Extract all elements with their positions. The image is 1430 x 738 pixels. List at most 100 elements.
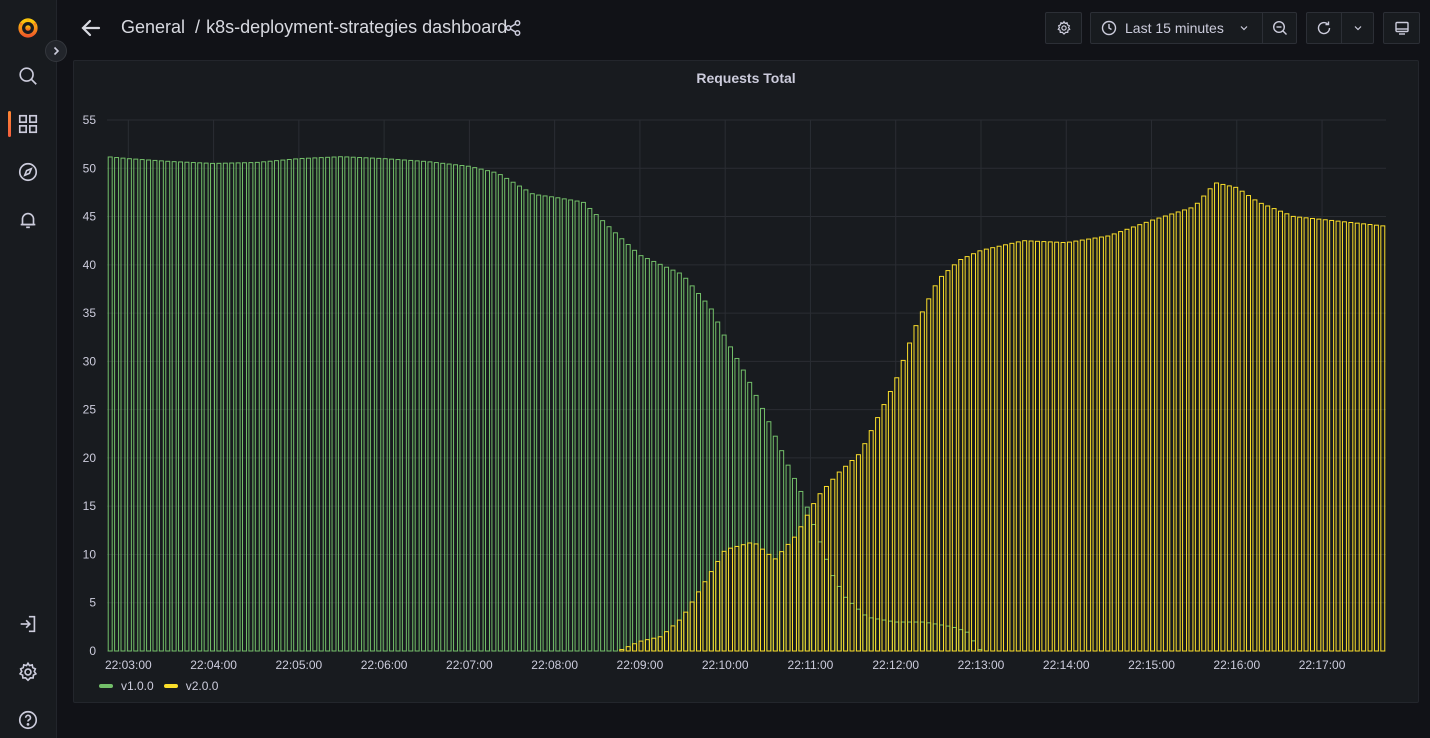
bar-v1.0.0 [612,232,618,652]
legend-item-v2[interactable]: v2.0.0 [163,679,218,693]
bar-v2.0.0 [625,646,631,652]
tv-mode-button[interactable] [1383,12,1420,44]
back-button[interactable] [79,16,103,40]
bar-v2.0.0 [1246,195,1251,652]
bar-v2.0.0 [894,377,900,652]
series-v2.0.0 [619,182,1386,652]
bar-v1.0.0 [331,156,337,652]
dashboard-title[interactable]: k8s-deployment-strategies dashboard [206,17,508,37]
y-tick-label: 30 [83,354,97,368]
legend-item-v1[interactable]: v1.0.0 [99,679,154,693]
bar-v1.0.0 [190,162,196,652]
bar-v2.0.0 [1162,215,1168,652]
requests-total-chart[interactable]: 0 5 10 15 20 25 30 35 40 45 50 55 22:03:00 22:04:00 22… [74,61,1420,704]
bar-v1.0.0 [523,189,529,652]
bar-v1.0.0 [830,575,836,652]
y-tick-label: 40 [83,258,97,272]
bar-v2.0.0 [868,430,874,652]
bar-v2.0.0 [1341,221,1347,652]
bar-v1.0.0 [593,214,599,652]
bar-v2.0.0 [1066,241,1072,652]
bar-v2.0.0 [1156,217,1162,652]
dashboards-grid-icon[interactable] [16,112,40,136]
bar-v1.0.0 [887,620,893,652]
bell-icon[interactable] [16,208,40,232]
bar-v1.0.0 [114,157,120,652]
x-tick-label: 22:07:00 [446,658,493,672]
bar-v1.0.0 [248,162,254,652]
monitor-icon [1394,21,1409,35]
bar-v1.0.0 [926,622,932,652]
bar-v1.0.0 [485,170,490,652]
breadcrumb-separator: / [195,17,201,37]
bar-v1.0.0 [510,181,516,652]
bar-v2.0.0 [1028,240,1034,652]
bar-v2.0.0 [1297,216,1303,652]
bar-v2.0.0 [983,248,989,652]
bar-v1.0.0 [791,477,797,652]
bar-v1.0.0 [203,162,209,652]
bar-v2.0.0 [753,543,759,652]
dashboard-settings-button[interactable] [1045,12,1082,44]
bar-v2.0.0 [651,637,657,652]
panel-title[interactable]: Requests Total [696,70,796,86]
bar-v1.0.0 [376,157,382,652]
arrow-left-icon [81,19,101,37]
search-icon[interactable] [16,64,40,88]
bar-v1.0.0 [907,621,913,652]
bar-v1.0.0 [676,272,682,652]
bar-v1.0.0 [178,161,184,652]
bar-v1.0.0 [632,249,638,652]
bar-v2.0.0 [830,478,836,652]
x-tick-label: 22:16:00 [1213,658,1260,672]
bar-v2.0.0 [1060,241,1066,652]
bar-v1.0.0 [958,629,964,652]
bar-v2.0.0 [919,311,925,652]
bar-v2.0.0 [1098,236,1104,652]
bar-v2.0.0 [1105,235,1111,652]
bar-v1.0.0 [587,207,593,652]
bar-v2.0.0 [1335,220,1341,652]
bar-v1.0.0 [171,161,177,652]
bar-v2.0.0 [900,359,906,652]
breadcrumb-folder[interactable]: General [121,17,186,37]
sign-in-icon[interactable] [16,612,40,636]
bar-v2.0.0 [836,471,842,652]
bar-v1.0.0 [222,162,228,652]
y-tick-label: 15 [83,499,97,513]
refresh-interval-dropdown[interactable] [1341,12,1374,44]
bar-v2.0.0 [977,250,983,652]
bar-v1.0.0 [401,159,407,652]
bar-v1.0.0 [919,621,925,652]
bar-v1.0.0 [478,168,484,652]
bar-v1.0.0 [229,162,235,652]
grafana-logo-icon[interactable] [16,16,40,40]
bar-v1.0.0 [133,158,139,652]
active-indicator [8,111,11,137]
zoom-out-button[interactable] [1262,12,1297,44]
bar-v2.0.0 [1092,237,1098,652]
bar-v2.0.0 [951,264,957,652]
bar-v1.0.0 [210,162,215,652]
bar-v1.0.0 [785,464,791,652]
bar-v2.0.0 [1034,240,1040,652]
x-tick-label: 22:14:00 [1043,658,1090,672]
refresh-button[interactable] [1306,12,1342,44]
time-range-picker[interactable]: Last 15 minutes [1090,12,1263,44]
bar-v2.0.0 [1258,202,1264,652]
bar-v1.0.0 [625,244,631,652]
share-icon[interactable] [504,19,522,37]
gear-icon [1056,20,1071,35]
y-tick-label: 35 [83,306,97,320]
compass-icon[interactable] [16,160,40,184]
gear-icon[interactable] [16,660,40,684]
help-icon[interactable] [16,708,40,732]
bar-v1.0.0 [497,174,503,652]
bar-v1.0.0 [408,159,414,652]
bar-v2.0.0 [1041,241,1047,652]
bar-v2.0.0 [644,639,650,652]
bar-v1.0.0 [900,621,906,652]
chevron-right-icon [53,46,60,56]
expand-sidebar-button[interactable] [45,40,67,62]
bar-v1.0.0 [280,159,286,652]
